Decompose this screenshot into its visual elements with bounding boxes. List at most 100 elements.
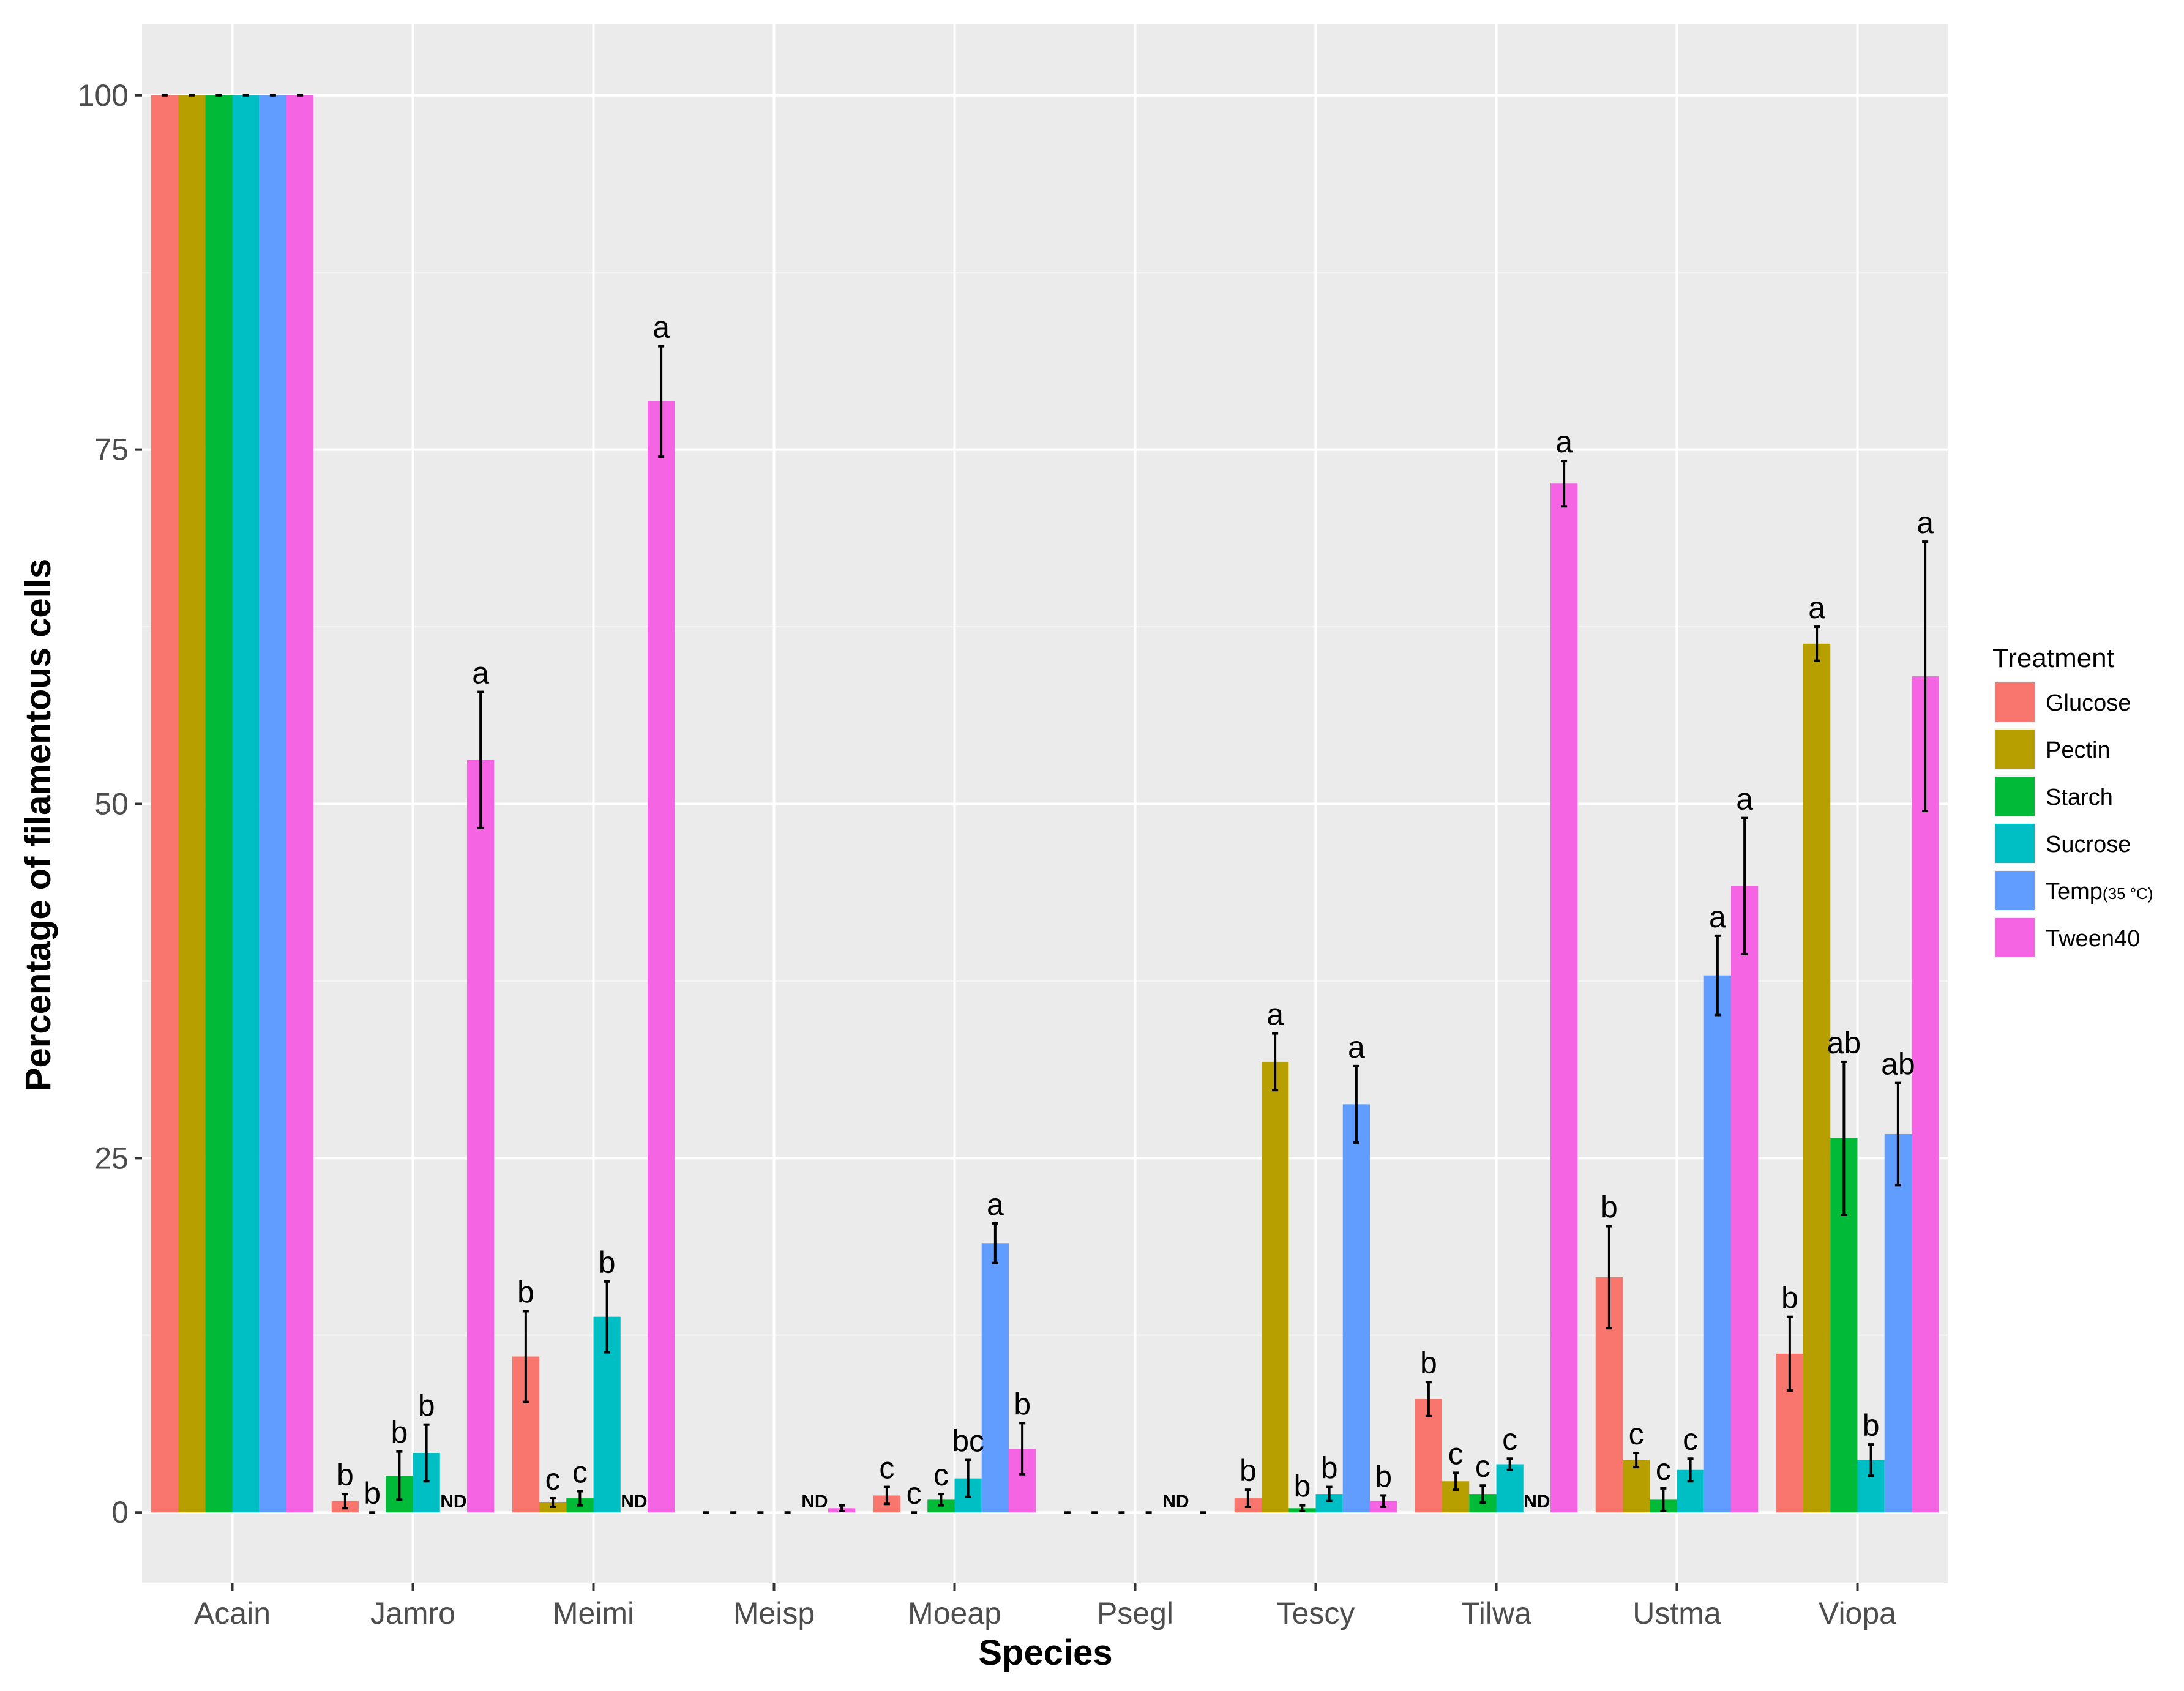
significance-label: c <box>572 1455 588 1489</box>
legend-key-sucrose <box>1995 824 2035 863</box>
significance-label: c <box>1683 1422 1698 1457</box>
bar-acain-starch <box>205 95 233 1513</box>
x-tick-label: Moeap <box>908 1596 1001 1630</box>
significance-label: b <box>364 1476 381 1510</box>
bar-tilwa-tween40 <box>1550 483 1578 1513</box>
significance-label: b <box>1601 1190 1618 1225</box>
significance-label: b <box>599 1245 616 1280</box>
legend-label: Tween40 <box>2046 926 2140 952</box>
nd-label: ND <box>1162 1491 1189 1512</box>
significance-label: c <box>545 1462 561 1496</box>
significance-label: c <box>933 1458 949 1492</box>
bar-acain-sucrose <box>232 95 260 1513</box>
significance-label: b <box>1240 1454 1257 1488</box>
significance-label: b <box>337 1458 354 1492</box>
significance-label: a <box>1917 506 1934 540</box>
x-tick-label: Tescy <box>1277 1596 1355 1630</box>
x-tick-label: Psegl <box>1097 1596 1173 1630</box>
significance-label: b <box>1863 1408 1880 1443</box>
legend-key-glucose <box>1995 682 2035 722</box>
significance-label: a <box>1555 425 1573 459</box>
bar-jamro-tween40 <box>467 760 495 1513</box>
significance-label: a <box>1736 782 1753 816</box>
significance-label: a <box>1266 998 1284 1032</box>
significance-label: a <box>1348 1030 1365 1064</box>
bar-meimi-tween40 <box>648 401 675 1513</box>
bar-ustma-tween40 <box>1731 886 1759 1513</box>
y-tick-label: 75 <box>94 433 129 467</box>
significance-label: a <box>472 656 489 690</box>
error-bars <box>161 94 1929 1514</box>
legend-label: Temp(35 °C) <box>2046 879 2153 905</box>
bar-viopa-tween40 <box>1912 676 1939 1513</box>
bar-tescy-pectin <box>1262 1061 1289 1513</box>
significance-label: a <box>653 310 670 345</box>
x-tick-label: Viopa <box>1819 1596 1896 1630</box>
significance-label: c <box>1475 1449 1490 1484</box>
significance-label: b <box>1420 1346 1437 1380</box>
legend-label: Sucrose <box>2046 832 2131 857</box>
significance-label: a <box>987 1187 1004 1222</box>
significance-label: ab <box>1881 1047 1915 1081</box>
y-axis-title: Percentage of filamentous cells <box>18 559 58 1091</box>
x-tick-label: Jamro <box>370 1596 455 1630</box>
x-tick-label: Ustma <box>1632 1596 1721 1630</box>
bar-ustma-temp <box>1703 975 1731 1513</box>
x-axis-title: Species <box>978 1633 1112 1673</box>
bar-acain-temp <box>259 95 286 1513</box>
bar-viopa-temp <box>1884 1134 1912 1513</box>
significance-label: c <box>1656 1452 1671 1487</box>
legend-key-starch <box>1995 777 2035 816</box>
legend-key-temp <box>1995 871 2035 910</box>
bar-tescy-temp <box>1342 1104 1370 1513</box>
y-tick-label: 50 <box>94 787 129 821</box>
legend-title: Treatment <box>1992 643 2114 673</box>
x-tick-label: Meimi <box>553 1596 634 1630</box>
significance-label: a <box>1709 900 1726 934</box>
significance-label: b <box>1014 1387 1031 1421</box>
y-tick-label: 0 <box>111 1495 129 1529</box>
significance-label: b <box>1781 1281 1798 1315</box>
nd-label: ND <box>440 1491 466 1512</box>
significance-label: b <box>391 1416 408 1450</box>
significance-label: b <box>517 1275 534 1309</box>
significance-label: b <box>418 1389 435 1423</box>
significance-label: c <box>879 1451 894 1485</box>
nd-label: ND <box>1524 1491 1550 1512</box>
significance-label: c <box>1502 1422 1517 1457</box>
significance-label: ab <box>1827 1026 1861 1060</box>
significance-label: b <box>1321 1451 1338 1485</box>
bar-acain-pectin <box>178 95 206 1513</box>
significance-label: bc <box>952 1424 984 1458</box>
significance-label: c <box>1629 1417 1644 1451</box>
legend-label: Pectin <box>2046 737 2111 763</box>
bar-acain-tween40 <box>286 95 314 1513</box>
bar-viopa-pectin <box>1803 643 1831 1513</box>
legend-label: Starch <box>2046 785 2113 810</box>
y-tick-label: 25 <box>94 1141 129 1175</box>
bar-tilwa-glucose <box>1415 1398 1442 1513</box>
significance-label: c <box>907 1476 922 1510</box>
axes: Species Percentage of filamentous cells … <box>18 78 1896 1673</box>
significance-label: a <box>1808 591 1825 625</box>
x-tick-label: Tilwa <box>1461 1596 1531 1630</box>
significance-label: c <box>1448 1436 1464 1471</box>
x-tick-label: Acain <box>194 1596 271 1630</box>
legend-label: Glucose <box>2046 690 2131 716</box>
significance-label: b <box>1293 1469 1311 1504</box>
plot-panel <box>142 24 1948 1583</box>
bar-moeap-temp <box>981 1243 1009 1513</box>
nd-label: ND <box>621 1491 647 1512</box>
legend-key-tween40 <box>1995 918 2035 957</box>
bars <box>151 95 1939 1513</box>
bar-acain-glucose <box>151 95 178 1513</box>
legend: Treatment Glucose Pectin Starch Sucrose Temp… <box>1992 643 2153 958</box>
bar-tilwa-sucrose <box>1496 1464 1524 1513</box>
y-tick-label: 100 <box>78 78 129 113</box>
significance-label: b <box>1375 1459 1392 1493</box>
x-tick-label: Meisp <box>733 1596 815 1630</box>
legend-label-sub: (35 °C) <box>2103 884 2153 903</box>
